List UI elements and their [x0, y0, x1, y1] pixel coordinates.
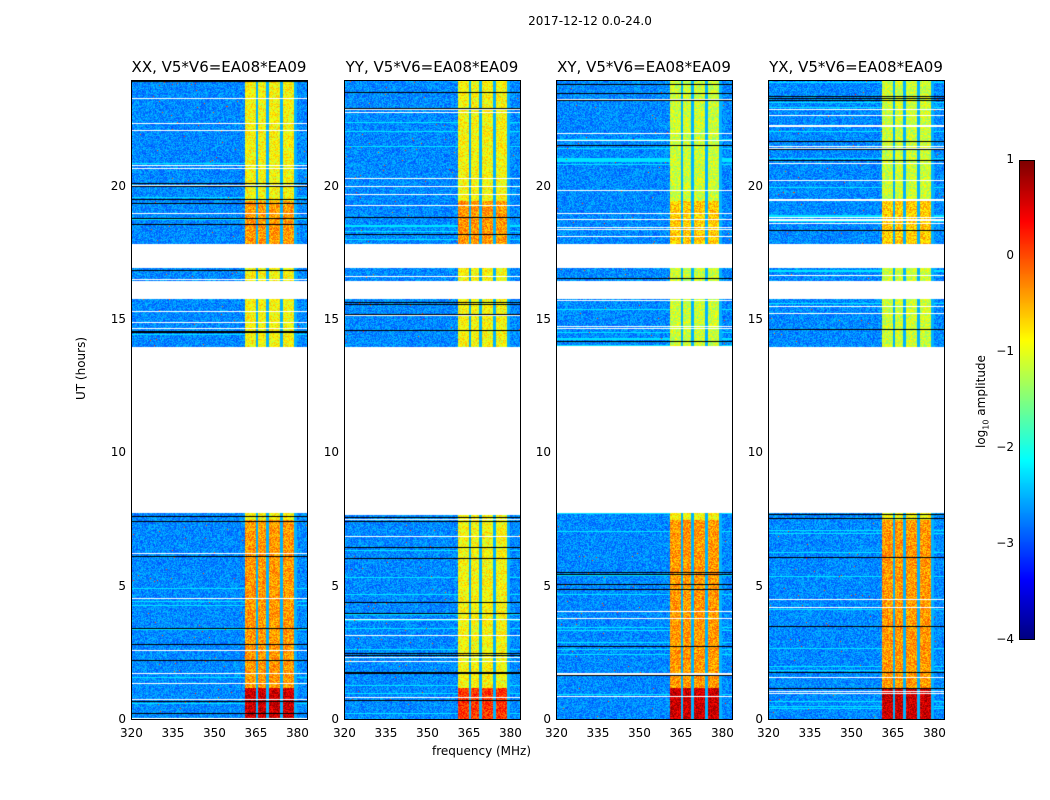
y-tick-label: 15	[110, 312, 126, 326]
x-tick-label: 380	[710, 726, 734, 740]
colorbar-tick-label: −3	[996, 536, 1014, 550]
x-tick-label: 335	[161, 726, 185, 740]
x-tick-label: 320	[333, 726, 356, 740]
panel-title: XY, V5*V6=EA08*EA09	[557, 58, 731, 76]
heatmap-image	[557, 81, 732, 719]
colorbar-tick-label: −4	[996, 632, 1014, 646]
colorbar-tick-label: 1	[1006, 152, 1014, 166]
heatmap-panel-3	[768, 80, 945, 720]
figure-title: 2017-12-12 0.0-24.0	[528, 14, 652, 28]
y-tick-label: 5	[543, 578, 551, 593]
panel-title: YX, V5*V6=EA08*EA09	[769, 58, 943, 76]
x-tick-label: 365	[881, 726, 905, 740]
y-tick-label: 15	[323, 312, 339, 326]
x-tick-label: 380	[922, 726, 946, 740]
y-tick-label: 0	[331, 712, 339, 726]
heatmap-panel-0	[131, 80, 308, 720]
x-tick-label: 380	[498, 726, 522, 740]
y-tick-label: 10	[535, 445, 551, 460]
x-tick-label: 350	[627, 726, 651, 740]
x-tick-label: 335	[586, 726, 610, 740]
x-tick-label: 380	[285, 726, 309, 740]
heatmap-image	[345, 81, 520, 719]
heatmap-image	[132, 81, 307, 719]
y-tick-label: 10	[747, 445, 763, 460]
x-axis-label: frequency (MHz)	[432, 744, 532, 758]
x-tick-label: 335	[374, 726, 398, 740]
x-tick-label: 320	[757, 726, 780, 740]
y-tick-label: 0	[755, 712, 763, 726]
x-tick-label: 335	[798, 726, 822, 740]
y-tick-label: 5	[118, 578, 126, 593]
colorbar-tick-label: 0	[1006, 248, 1014, 262]
x-tick-label: 350	[202, 726, 226, 740]
x-tick-label: 365	[669, 726, 693, 740]
y-tick-label: 20	[535, 178, 551, 193]
panel-title: XX, V5*V6=EA08*EA09	[131, 58, 307, 76]
x-tick-label: 320	[545, 726, 568, 740]
panel-title: YY, V5*V6=EA08*EA09	[345, 58, 519, 76]
x-tick-label: 350	[415, 726, 439, 740]
colorbar-tick-label: −2	[996, 440, 1014, 454]
x-tick-label: 350	[839, 726, 863, 740]
x-tick-label: 320	[120, 726, 143, 740]
heatmap-panel-2	[556, 80, 733, 720]
heatmap-image	[769, 81, 944, 719]
y-tick-label: 10	[323, 445, 339, 460]
colorbar-tick-label: −1	[996, 344, 1014, 358]
y-tick-label: 15	[747, 312, 763, 326]
x-tick-label: 365	[244, 726, 268, 740]
colorbar-label: log10 amplitude	[974, 355, 991, 448]
x-tick-label: 365	[457, 726, 481, 740]
y-tick-label: 5	[755, 578, 763, 593]
y-tick-label: 0	[118, 712, 126, 726]
heatmap-panel-1	[344, 80, 521, 720]
y-tick-label: 15	[535, 312, 551, 326]
y-tick-label: 5	[331, 578, 339, 593]
y-axis-label: UT (hours)	[74, 336, 88, 400]
colorbar	[1019, 160, 1035, 640]
y-tick-label: 10	[110, 445, 126, 460]
y-tick-label: 20	[747, 178, 763, 193]
y-tick-label: 20	[323, 178, 339, 193]
y-tick-label: 20	[110, 178, 126, 193]
y-tick-label: 0	[543, 712, 551, 726]
